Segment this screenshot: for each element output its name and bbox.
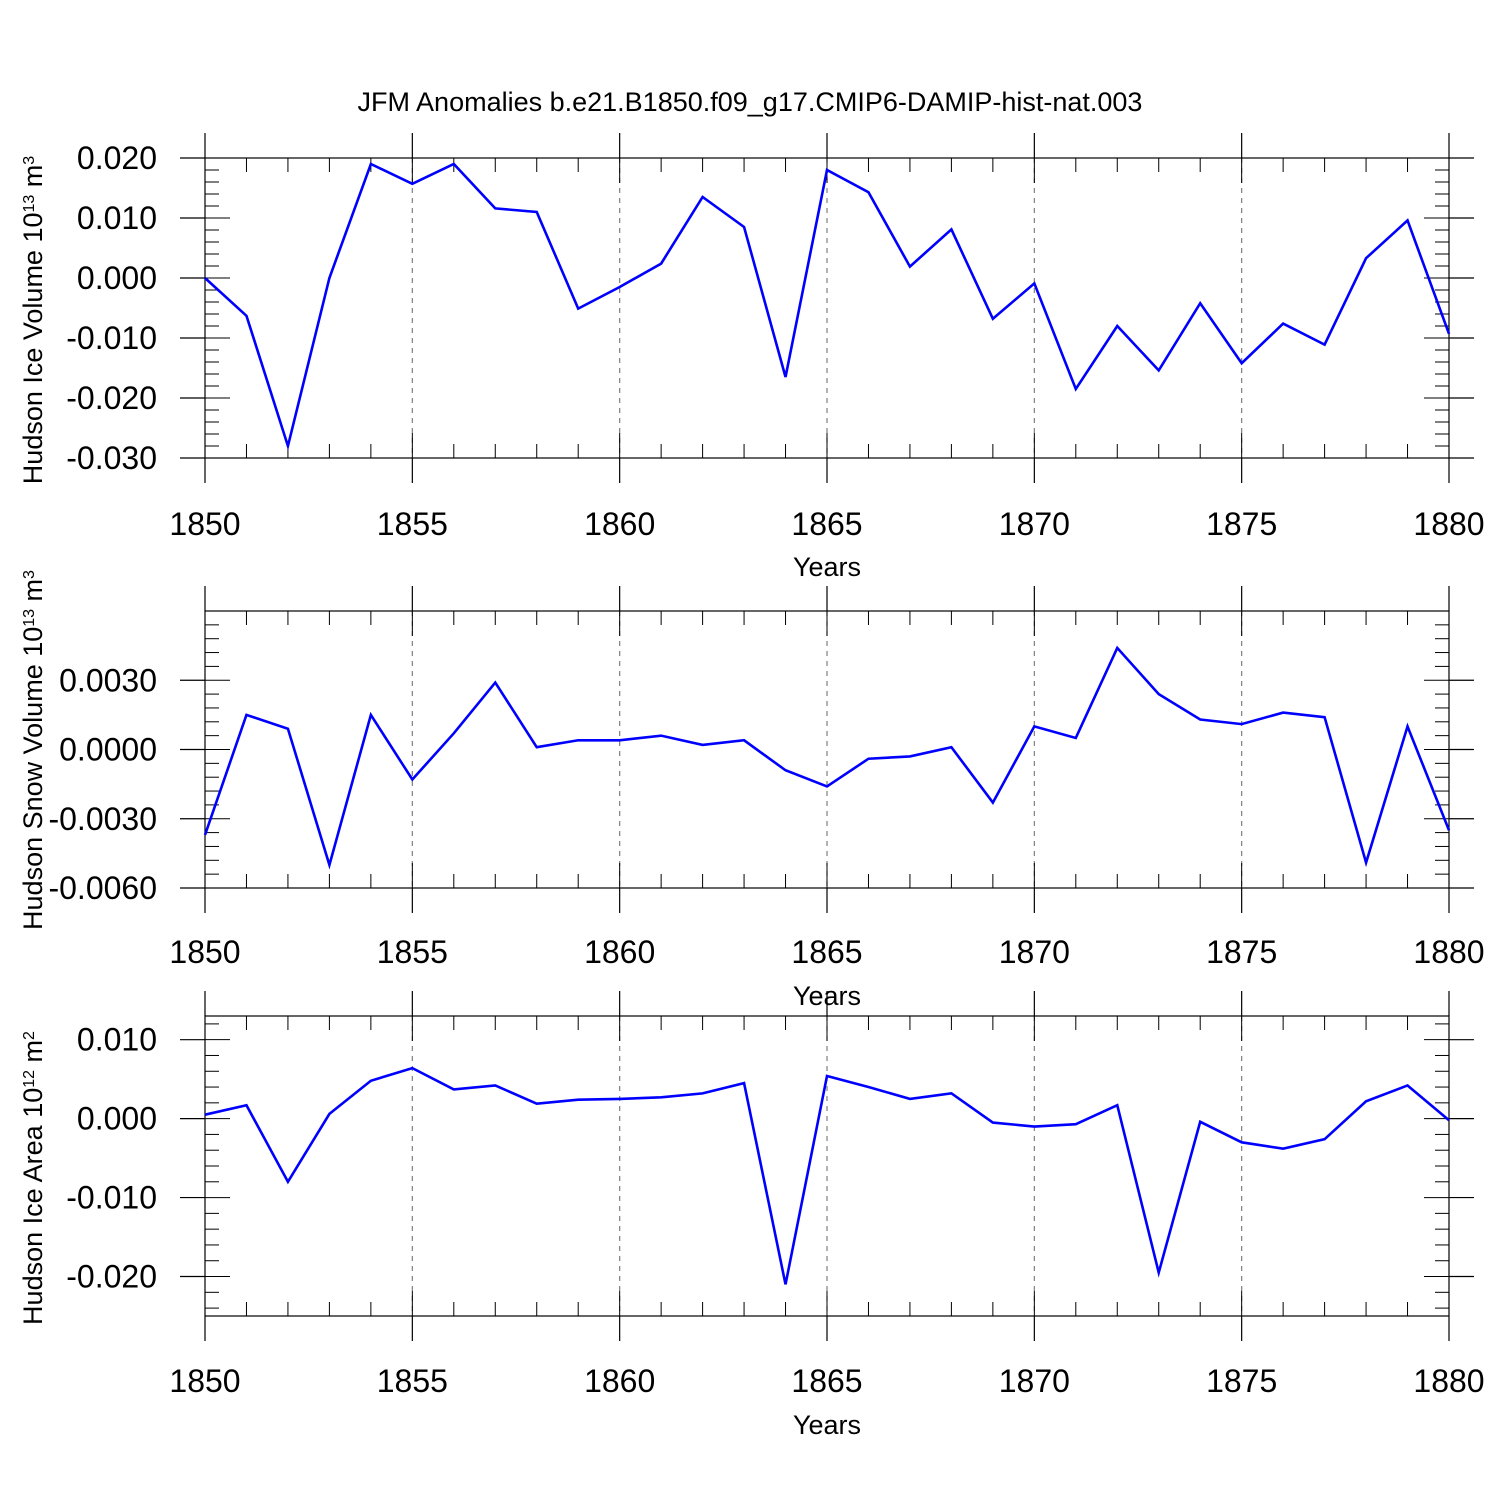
y-tick-label: -0.010 [66,1180,157,1216]
x-tick-label: 1875 [1206,1363,1277,1399]
x-tick-label: 1860 [584,934,655,970]
y-tick-label: -0.0060 [48,870,157,906]
x-tick-label: 1870 [999,934,1070,970]
y-axis-title-sup: 13 [21,195,38,213]
panel-3: 0.010 0.000 -0.010 -0.020 1850 1855 1860 1865 18… [18,991,1485,1440]
series-line [204,1066,1450,1285]
y-tick-label: -0.020 [66,1259,157,1295]
panel-1: 0.020 0.010 0.000 -0.010 -0.020 -0.030 1850 185… [18,133,1485,582]
y-axis-title-sup: 12 [21,1070,38,1088]
x-axis-title: Years [793,1410,861,1440]
y-axis-title-unit: m [18,1040,48,1070]
y-axis-title-unit_sup: 2 [21,1031,38,1040]
x-tick-label: 1870 [999,1363,1070,1399]
y-axis-title-main: Hudson Ice Volume 10 [18,213,48,485]
x-tick-label: 1860 [584,506,655,542]
y-tick-label: 0.000 [77,1101,157,1137]
y-tick-label: 0.0030 [59,662,157,698]
y-axis-title-unit_sup: 3 [21,570,38,579]
y-tick-label: -0.020 [66,380,157,416]
x-tick-label: 1850 [169,934,240,970]
chart-title: JFM Anomalies b.e21.B1850.f09_g17.CMIP6-… [358,87,1143,117]
y-axis-title-unit_sup: 3 [21,156,38,165]
y-tick-label: -0.030 [66,440,157,476]
x-tick-label: 1855 [377,506,448,542]
y-tick-label: -0.0030 [48,801,157,837]
y-tick-label: 0.000 [77,260,157,296]
x-tick-label: 1880 [1413,506,1484,542]
x-tick-label: 1850 [169,1363,240,1399]
x-tick-label: 1875 [1206,506,1277,542]
x-tick-label: 1860 [584,1363,655,1399]
x-tick-label: 1870 [999,506,1070,542]
y-axis-title: Hudson Ice Volume 1013 m3 [18,156,48,484]
series-line [204,162,1451,451]
y-axis-title-main: Hudson Ice Area 10 [18,1088,48,1325]
x-tick-label: 1855 [377,934,448,970]
y-axis-title-main: Hudson Snow Volume 10 [18,627,48,930]
y-axis-title-unit: m [18,165,48,195]
y-axis-title: Hudson Ice Area 1012 m2 [18,1031,48,1325]
panels: 0.020 0.010 0.000 -0.010 -0.020 -0.030 1850 185… [18,133,1485,1440]
x-axis-title: Years [793,552,861,582]
y-tick-label: 0.020 [77,140,157,176]
y-tick-label: 0.010 [77,1022,157,1058]
y-tick-label: -0.010 [66,320,157,356]
panel-2: 0.0030 0.0000 -0.0030 -0.0060 1850 1855 1860 18… [18,570,1485,1011]
x-tick-label: 1880 [1413,1363,1484,1399]
y-tick-label: 0.010 [77,200,157,236]
y-axis-title: Hudson Snow Volume 1013 m3 [18,570,48,930]
y-axis-title-sup: 13 [21,609,38,627]
x-tick-label: 1855 [377,1363,448,1399]
x-tick-label: 1865 [791,1363,862,1399]
x-tick-label: 1865 [791,934,862,970]
y-tick-label: 0.0000 [59,732,157,768]
series-line [203,645,1451,870]
x-tick-label: 1875 [1206,934,1277,970]
x-tick-label: 1880 [1413,934,1484,970]
x-tick-label: 1865 [791,506,862,542]
x-tick-label: 1850 [169,506,240,542]
y-axis-title-unit: m [18,579,48,609]
